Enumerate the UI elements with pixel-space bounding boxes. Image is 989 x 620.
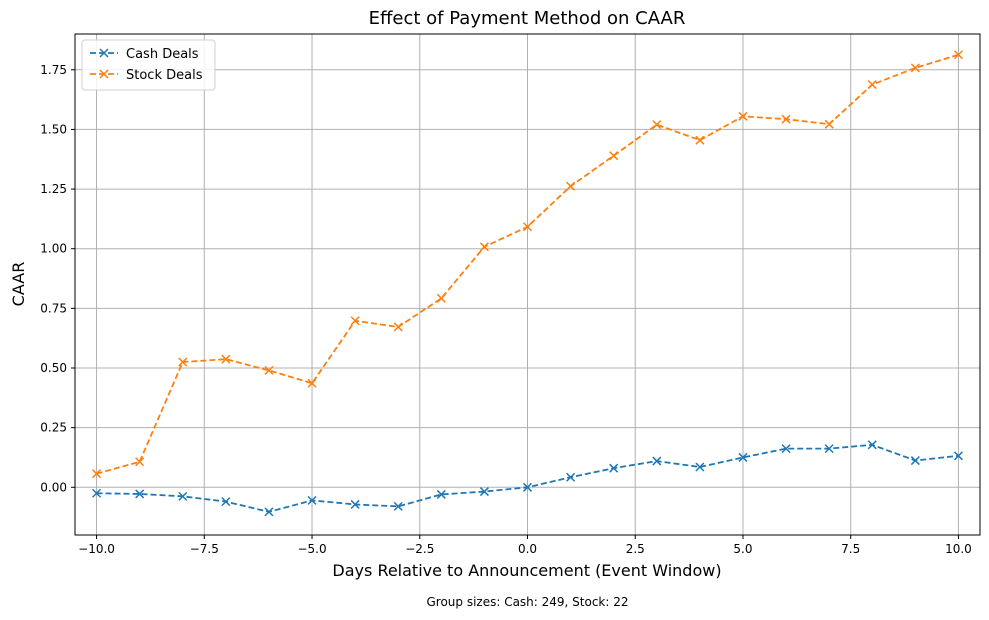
x-tick-label: 5.0 xyxy=(733,542,752,556)
stock-deals-point xyxy=(135,457,145,467)
stock-deals-point xyxy=(307,378,317,388)
y-tick-label: 1.00 xyxy=(40,242,67,256)
y-tick-label: 1.75 xyxy=(40,63,67,77)
cash-deals-legend-label: Cash Deals xyxy=(126,47,199,62)
cash-deals-point xyxy=(566,472,576,482)
stock-deals-point xyxy=(350,316,360,326)
y-tick-label: 0.75 xyxy=(40,301,67,315)
cash-deals-point xyxy=(867,440,877,450)
stock-deals-point xyxy=(738,111,748,121)
stock-deals-point xyxy=(92,469,102,479)
x-tick-label: −10.0 xyxy=(78,542,115,556)
legend-box xyxy=(81,39,216,91)
cash-deals-point xyxy=(824,444,834,454)
stock-deals-point xyxy=(479,242,489,252)
x-axis-label: Days Relative to Announcement (Event Win… xyxy=(332,561,721,580)
series-layer xyxy=(92,50,963,517)
stock-deals-legend-label: Stock Deals xyxy=(126,68,203,83)
y-tick-label: 0.50 xyxy=(40,361,67,375)
stock-deals-point xyxy=(221,354,231,364)
cash-deals-point xyxy=(781,444,791,454)
stock-deals-point xyxy=(264,365,274,375)
cash-deals-point xyxy=(479,487,489,497)
x-tick-label: 2.5 xyxy=(626,542,645,556)
y-axis-label: CAAR xyxy=(9,262,28,307)
cash-deals-point xyxy=(695,462,705,472)
stock-deals-point xyxy=(436,293,446,303)
stock-deals-point xyxy=(867,80,877,90)
cash-deals-point xyxy=(436,489,446,499)
y-tick-label: 0.00 xyxy=(40,480,67,494)
x-tick-label: −2.5 xyxy=(405,542,434,556)
stock-deals-point xyxy=(652,120,662,130)
cash-deals-point xyxy=(953,451,963,461)
cash-deals-legend-marker xyxy=(99,48,109,58)
cash-deals-point xyxy=(652,456,662,466)
stock-deals-point xyxy=(910,63,920,73)
stock-deals-point xyxy=(178,357,188,367)
stock-deals-point xyxy=(781,114,791,124)
stock-deals-point xyxy=(824,119,834,129)
x-tick-label: −7.5 xyxy=(190,542,219,556)
stock-deals-point xyxy=(566,181,576,191)
cash-deals-point xyxy=(178,491,188,501)
stock-deals-legend-marker xyxy=(99,69,109,79)
cash-deals-point xyxy=(264,507,274,517)
stock-deals-point xyxy=(609,151,619,161)
cash-deals-point xyxy=(92,488,102,498)
legend: Cash Deals Stock Deals xyxy=(81,39,216,91)
cash-deals-point xyxy=(350,499,360,509)
cash-deals-point xyxy=(522,482,533,492)
x-tick-label: −5.0 xyxy=(297,542,326,556)
cash-deals-point xyxy=(609,463,619,473)
stock-deals-point xyxy=(695,135,705,145)
cash-deals-point xyxy=(910,456,920,466)
x-tick-label: 0.0 xyxy=(518,542,537,556)
axis-ticks: −10.0 −7.5 −5.0 −2.5 0.0 2.5 5.0 7.5 10.0 0.00 0.2… xyxy=(40,63,972,556)
stock-deals-point xyxy=(953,50,963,60)
cash-deals-point xyxy=(738,452,748,462)
y-tick-label: 0.25 xyxy=(40,421,67,435)
cash-deals-point xyxy=(135,489,145,499)
x-tick-label: 10.0 xyxy=(945,542,972,556)
cash-deals-point xyxy=(393,501,403,511)
y-tick-label: 1.50 xyxy=(40,122,67,136)
cash-deals-point xyxy=(221,497,231,507)
y-tick-label: 1.25 xyxy=(40,182,67,196)
group-sizes-note: Group sizes: Cash: 249, Stock: 22 xyxy=(426,595,629,609)
chart-title: Effect of Payment Method on CAAR xyxy=(369,8,686,29)
stock-deals-point xyxy=(522,222,533,232)
cash-deals-point xyxy=(307,495,317,505)
x-tick-label: 7.5 xyxy=(841,542,860,556)
stock-deals-point xyxy=(393,322,403,332)
grid-lines xyxy=(75,34,980,535)
